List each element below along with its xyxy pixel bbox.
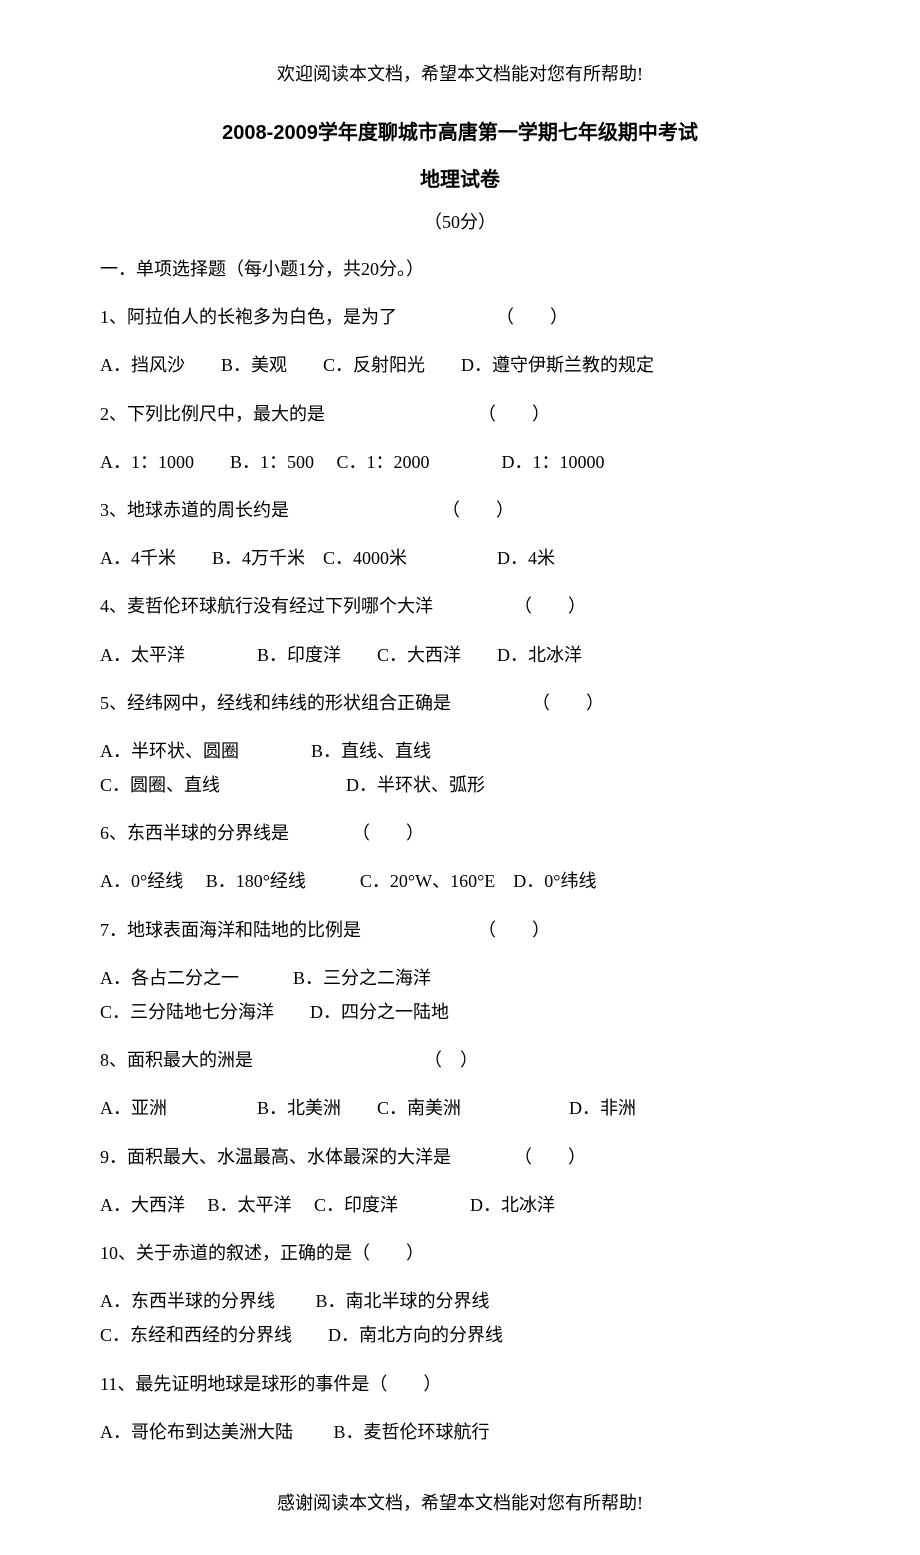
- question-text: 2、下列比例尺中，最大的是 （ ）: [100, 397, 820, 431]
- question-options: A．大西洋 B．太平洋 C．印度洋 D．北冰洋: [100, 1188, 820, 1222]
- score-note: （50分）: [100, 208, 820, 234]
- option-line: A．半环状、圆圈 B．直线、直线: [100, 734, 820, 768]
- footer-note: 感谢阅读本文档，希望本文档能对您有所帮助!: [100, 1489, 820, 1515]
- question-text: 9．面积最大、水温最高、水体最深的大洋是 （ ）: [100, 1140, 820, 1174]
- option-line: A．各占二分之一 B．三分之二海洋: [100, 961, 820, 995]
- question-options: A．1：1000 B．1：500 C．1：2000 D．1：10000: [100, 445, 820, 479]
- section-header: 一．单项选择题（每小题1分，共20分。）: [100, 252, 820, 286]
- option-line: A．挡风沙 B．美观 C．反射阳光 D．遵守伊斯兰教的规定: [100, 348, 820, 382]
- option-line: C．三分陆地七分海洋 D．四分之一陆地: [100, 995, 820, 1029]
- question-item: 1、阿拉伯人的长袍多为白色，是为了 （ ） A．挡风沙 B．美观 C．反射阳光 …: [100, 300, 820, 382]
- question-text: 6、东西半球的分界线是 （ ）: [100, 816, 820, 850]
- question-text: 11、最先证明地球是球形的事件是（ ）: [100, 1367, 820, 1401]
- question-item: 4、麦哲伦环球航行没有经过下列哪个大洋 （ ） A．太平洋 B．印度洋 C．大西…: [100, 589, 820, 671]
- option-line: A．亚洲 B．北美洲 C．南美洲 D．非洲: [100, 1091, 820, 1125]
- question-options: A．0°经线 B．180°经线 C．20°W、160°E D．0°纬线: [100, 864, 820, 898]
- option-line: A．哥伦布到达美洲大陆 B．麦哲伦环球航行: [100, 1415, 820, 1449]
- option-line: A．大西洋 B．太平洋 C．印度洋 D．北冰洋: [100, 1188, 820, 1222]
- exam-subtitle: 地理试卷: [100, 163, 820, 192]
- question-item: 11、最先证明地球是球形的事件是（ ） A．哥伦布到达美洲大陆 B．麦哲伦环球航…: [100, 1367, 820, 1449]
- question-item: 5、经纬网中，经线和纬线的形状组合正确是 （ ） A．半环状、圆圈 B．直线、直…: [100, 686, 820, 803]
- option-line: C．东经和西经的分界线 D．南北方向的分界线: [100, 1318, 820, 1352]
- option-line: A．1：1000 B．1：500 C．1：2000 D．1：10000: [100, 445, 820, 479]
- question-options: A．各占二分之一 B．三分之二海洋 C．三分陆地七分海洋 D．四分之一陆地: [100, 961, 820, 1029]
- option-line: A．0°经线 B．180°经线 C．20°W、160°E D．0°纬线: [100, 864, 820, 898]
- header-note: 欢迎阅读本文档，希望本文档能对您有所帮助!: [100, 60, 820, 86]
- question-item: 9．面积最大、水温最高、水体最深的大洋是 （ ） A．大西洋 B．太平洋 C．印…: [100, 1140, 820, 1222]
- question-text: 7．地球表面海洋和陆地的比例是 （ ）: [100, 913, 820, 947]
- question-options: A．半环状、圆圈 B．直线、直线 C．圆圈、直线 D．半环状、弧形: [100, 734, 820, 802]
- question-text: 1、阿拉伯人的长袍多为白色，是为了 （ ）: [100, 300, 820, 334]
- exam-page: 欢迎阅读本文档，希望本文档能对您有所帮助! 2008-2009学年度聊城市高唐第…: [0, 0, 920, 1555]
- question-item: 2、下列比例尺中，最大的是 （ ） A．1：1000 B．1：500 C．1：2…: [100, 397, 820, 479]
- question-item: 7．地球表面海洋和陆地的比例是 （ ） A．各占二分之一 B．三分之二海洋 C．…: [100, 913, 820, 1030]
- question-text: 3、地球赤道的周长约是 （ ）: [100, 493, 820, 527]
- question-item: 8、面积最大的洲是 （ ） A．亚洲 B．北美洲 C．南美洲 D．非洲: [100, 1043, 820, 1125]
- question-options: A．亚洲 B．北美洲 C．南美洲 D．非洲: [100, 1091, 820, 1125]
- option-line: A．4千米 B．4万千米 C．4000米 D．4米: [100, 541, 820, 575]
- exam-title: 2008-2009学年度聊城市高唐第一学期七年级期中考试: [100, 116, 820, 145]
- question-options: A．挡风沙 B．美观 C．反射阳光 D．遵守伊斯兰教的规定: [100, 348, 820, 382]
- question-text: 8、面积最大的洲是 （ ）: [100, 1043, 820, 1077]
- question-options: A．太平洋 B．印度洋 C．大西洋 D．北冰洋: [100, 638, 820, 672]
- question-item: 6、东西半球的分界线是 （ ） A．0°经线 B．180°经线 C．20°W、1…: [100, 816, 820, 898]
- question-text: 10、关于赤道的叙述，正确的是（ ）: [100, 1236, 820, 1270]
- question-options: A．东西半球的分界线 B．南北半球的分界线 C．东经和西经的分界线 D．南北方向…: [100, 1284, 820, 1352]
- question-item: 10、关于赤道的叙述，正确的是（ ） A．东西半球的分界线 B．南北半球的分界线…: [100, 1236, 820, 1353]
- question-text: 4、麦哲伦环球航行没有经过下列哪个大洋 （ ）: [100, 589, 820, 623]
- question-options: A．4千米 B．4万千米 C．4000米 D．4米: [100, 541, 820, 575]
- option-line: C．圆圈、直线 D．半环状、弧形: [100, 768, 820, 802]
- option-line: A．东西半球的分界线 B．南北半球的分界线: [100, 1284, 820, 1318]
- question-text: 5、经纬网中，经线和纬线的形状组合正确是 （ ）: [100, 686, 820, 720]
- question-options: A．哥伦布到达美洲大陆 B．麦哲伦环球航行: [100, 1415, 820, 1449]
- option-line: A．太平洋 B．印度洋 C．大西洋 D．北冰洋: [100, 638, 820, 672]
- question-item: 3、地球赤道的周长约是 （ ） A．4千米 B．4万千米 C．4000米 D．4…: [100, 493, 820, 575]
